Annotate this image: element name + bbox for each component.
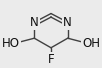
Text: N: N: [63, 16, 72, 29]
Text: N: N: [30, 16, 39, 29]
Text: HO: HO: [2, 37, 20, 50]
Text: OH: OH: [82, 37, 100, 50]
Text: F: F: [48, 53, 54, 66]
